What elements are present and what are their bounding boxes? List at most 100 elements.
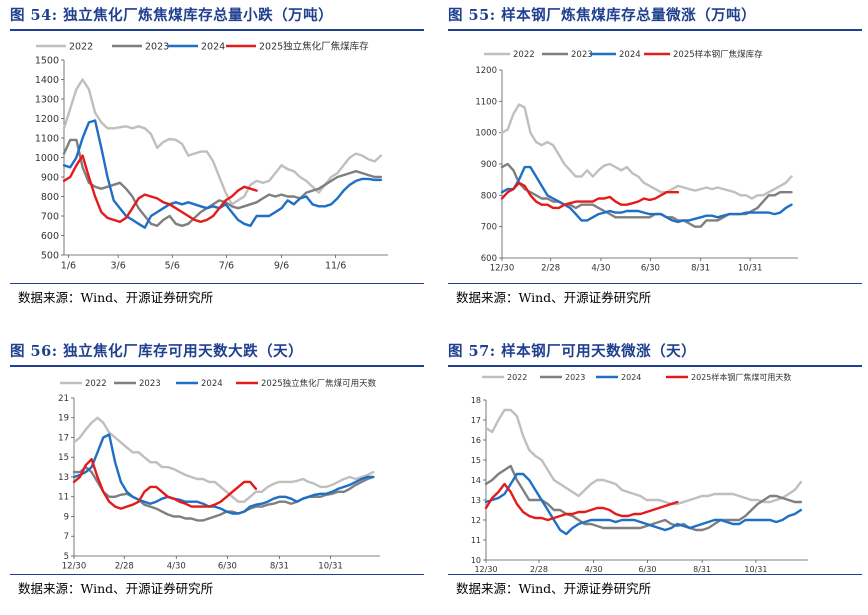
y-tick-label: 19 (58, 414, 69, 424)
series-line-3 (72, 433, 375, 515)
title-rule (448, 365, 862, 367)
source-note: 数据来源：Wind、开源证券研究所 (18, 290, 214, 305)
x-tick-label: 4/30 (167, 562, 186, 572)
x-tick-label: 6/30 (641, 264, 660, 274)
y-tick-label: 1300 (35, 94, 59, 105)
x-tick-label: 12/30 (490, 264, 515, 274)
legend-label-1: 2022 (513, 50, 535, 60)
x-tick-label: 4/30 (585, 565, 603, 574)
y-tick-label: 1400 (35, 75, 59, 86)
y-tick-label: 700 (41, 211, 59, 222)
series-line-3 (500, 165, 793, 224)
x-tick-label: 11/6 (325, 261, 346, 272)
legend-label-3: 2024 (201, 379, 223, 389)
legend-label-3: 2024 (201, 41, 225, 52)
source-rule (448, 283, 862, 284)
legend-label-3: 2024 (619, 50, 641, 60)
x-tick-label: 1/6 (61, 261, 76, 272)
x-tick-label: 12/30 (62, 562, 87, 572)
source-note: 数据来源：Wind、开源证券研究所 (456, 290, 652, 305)
title-rule (10, 29, 424, 31)
y-tick-label: 14 (471, 476, 481, 485)
y-tick-label: 10 (471, 556, 481, 565)
legend-label-4: 2025样本钢厂焦煤可用天数 (691, 372, 791, 382)
y-tick-label: 600 (481, 254, 497, 264)
y-tick-label: 15 (471, 456, 481, 465)
y-tick-label: 900 (481, 160, 497, 170)
legend-label-4: 2025独立焦化厂焦煤可用天数 (261, 378, 377, 389)
y-tick-label: 1000 (35, 153, 59, 164)
source-rule (10, 574, 424, 575)
source-rule (10, 283, 424, 284)
chart-56: 5 7 9 11 13 15 17 19 21 12/30 2/28 4/30 6/30 8/31 10/3… (58, 378, 380, 572)
y-tick-label: 700 (481, 223, 497, 233)
y-tick-label: 1000 (475, 129, 497, 139)
y-tick-label: 1200 (475, 66, 497, 76)
series-line-1 (484, 408, 803, 506)
x-tick-label: 8/31 (693, 565, 711, 574)
source-note: 数据来源：Wind、开源证券研究所 (456, 581, 652, 596)
y-tick-label: 1100 (35, 133, 59, 144)
series-line-4 (500, 181, 680, 210)
y-tick-label: 11 (58, 493, 69, 503)
chart-54: 500 600 700 800 900 1000 1100 1200 1300 1400 1500 1… (35, 40, 388, 272)
figure-title: 图 55: 样本钢厂炼焦煤库存总量微涨（万吨） (448, 7, 757, 24)
figure-title: 图 56: 独立焦化厂库存可用天数大跌（天） (10, 343, 304, 360)
y-tick-label: 13 (58, 473, 69, 483)
x-tick-label: 9/6 (274, 261, 289, 272)
x-tick-label: 10/31 (318, 562, 343, 572)
series-line-3 (484, 472, 803, 536)
series-line-1 (62, 78, 383, 206)
chart-57: 10 11 12 13 14 15 16 17 18 12/30 2/28 4/30 6/30 8/31 1… (471, 372, 808, 574)
y-tick-label: 13 (471, 496, 481, 505)
series-line-4 (62, 154, 258, 224)
source-rule (448, 574, 862, 575)
series-line-4 (72, 457, 258, 510)
y-tick-label: 5 (64, 552, 69, 562)
x-tick-label: 2/28 (541, 264, 560, 274)
series-line-2 (484, 464, 803, 532)
figure-54: 图 54: 独立焦化厂炼焦煤库存总量小跌（万吨） 500 600 700 800 900… (0, 0, 430, 310)
figure-title: 图 54: 独立焦化厂炼焦煤库存总量小跌（万吨） (10, 7, 334, 24)
y-tick-label: 11 (471, 536, 481, 545)
figure-title: 图 57: 样本钢厂可用天数微涨（天） (448, 343, 697, 360)
y-tick-label: 16 (471, 436, 481, 445)
x-tick-label: 6/30 (218, 562, 237, 572)
series-line-1 (500, 103, 793, 200)
title-rule (10, 365, 424, 367)
legend-label-4: 2025独立焦化厂焦煤库存 (259, 40, 369, 52)
y-tick-label: 1100 (475, 97, 497, 107)
x-tick-label: 10/31 (744, 565, 767, 574)
x-tick-label: 8/31 (691, 264, 710, 274)
legend-label-2: 2023 (145, 41, 169, 52)
title-rule (448, 29, 862, 31)
x-tick-label: 2/28 (115, 562, 134, 572)
legend-label-2: 2023 (139, 379, 161, 389)
series-line-3 (62, 119, 383, 229)
figure-55: 图 55: 样本钢厂炼焦煤库存总量微涨（万吨） 600 700 800 900 1000… (438, 0, 868, 310)
x-tick-label: 5/6 (165, 261, 180, 272)
chart-55: 600 700 800 900 1000 1100 1200 12/30 2/28 4/30 6/3… (475, 49, 798, 274)
legend-label-2: 2023 (565, 373, 585, 382)
y-tick-label: 12 (471, 516, 481, 525)
y-tick-label: 17 (58, 433, 69, 443)
x-tick-label: 12/30 (474, 565, 497, 574)
y-tick-label: 800 (41, 192, 59, 203)
figure-57: 图 57: 样本钢厂可用天数微涨（天） 10 11 12 13 14 15 16 17 18 12… (438, 336, 868, 615)
series-line-4 (484, 482, 679, 522)
y-tick-label: 21 (58, 394, 69, 404)
legend-label-2: 2023 (571, 50, 593, 60)
y-tick-label: 900 (41, 172, 59, 183)
series-line-2 (72, 465, 375, 522)
legend-label-1: 2022 (69, 41, 93, 52)
x-tick-label: 10/31 (738, 264, 763, 274)
x-tick-label: 4/30 (591, 264, 610, 274)
x-tick-label: 7/6 (219, 261, 234, 272)
y-tick-label: 7 (64, 532, 69, 542)
legend-label-3: 2024 (621, 373, 641, 382)
legend-label-4: 2025样本钢厂焦煤库存 (673, 49, 763, 60)
y-tick-label: 1200 (35, 114, 59, 125)
y-tick-label: 17 (471, 416, 481, 425)
y-tick-label: 15 (58, 453, 69, 463)
x-tick-label: 8/31 (270, 562, 289, 572)
